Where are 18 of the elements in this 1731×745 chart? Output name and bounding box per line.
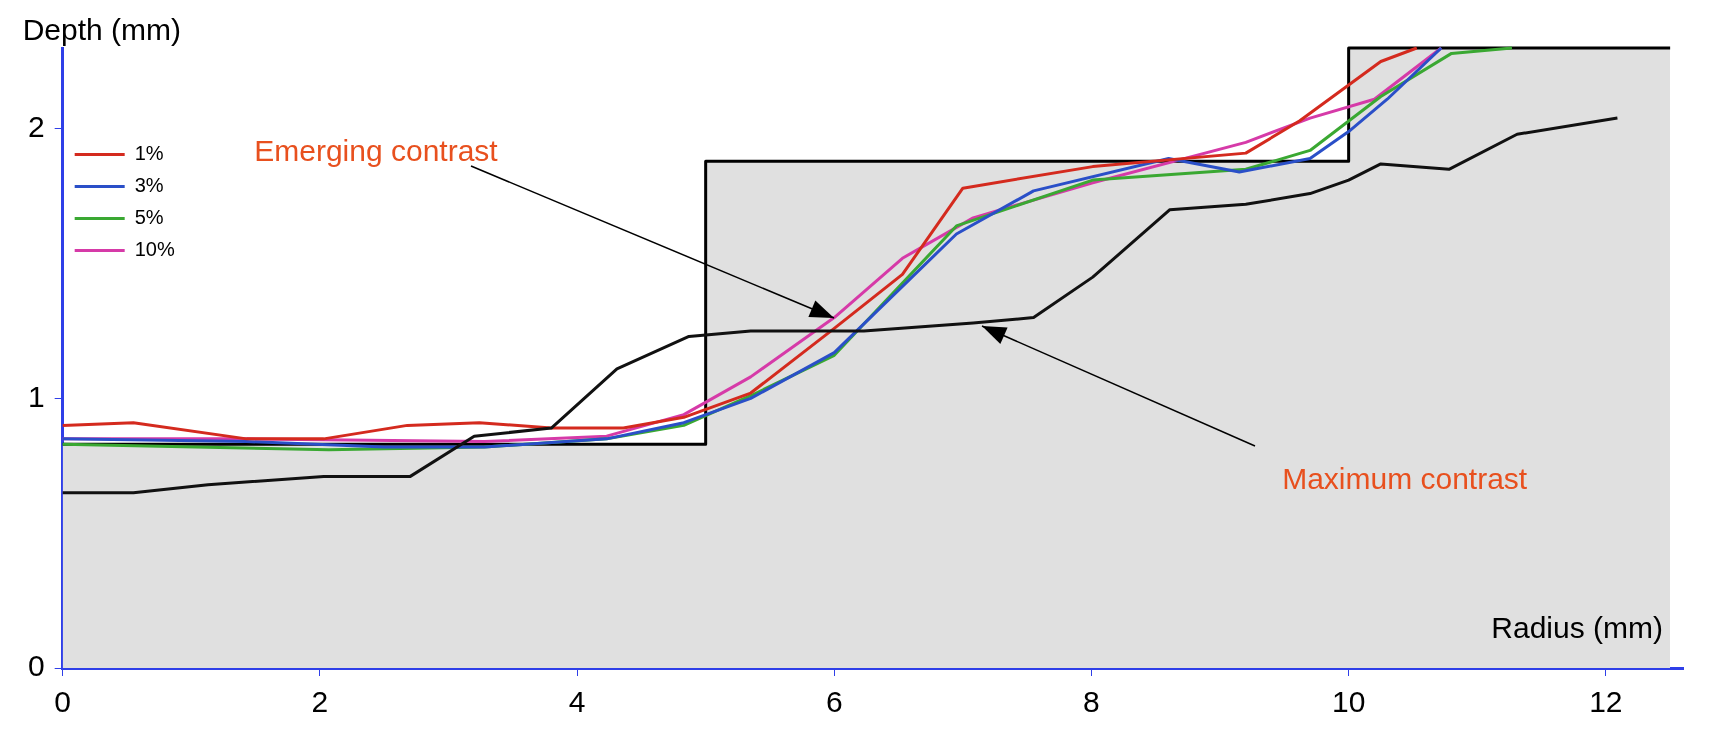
legend-label: 1% xyxy=(134,141,164,164)
x-tick-label: 8 xyxy=(1083,685,1100,719)
x-tick-label: 4 xyxy=(568,685,586,719)
legend-label: 3% xyxy=(134,173,164,196)
annotation: Maximum contrast xyxy=(1282,461,1528,495)
legend-label: 10% xyxy=(134,237,175,260)
x-tick-label: 6 xyxy=(825,685,843,719)
y-axis-title: Depth (mm) xyxy=(22,13,182,46)
annotation: Emerging contrast xyxy=(254,133,499,167)
y-tick-label: 0 xyxy=(28,649,45,683)
x-tick-label: 0 xyxy=(54,685,72,719)
legend-label: 5% xyxy=(134,205,164,228)
y-tick-label: 1 xyxy=(28,379,45,413)
x-tick-label: 12 xyxy=(1589,685,1623,719)
x-axis-title: Radius (mm) xyxy=(1491,611,1663,644)
y-tick-label: 2 xyxy=(28,110,45,144)
x-tick-label: 2 xyxy=(311,685,329,719)
x-tick-label: 10 xyxy=(1331,685,1366,719)
